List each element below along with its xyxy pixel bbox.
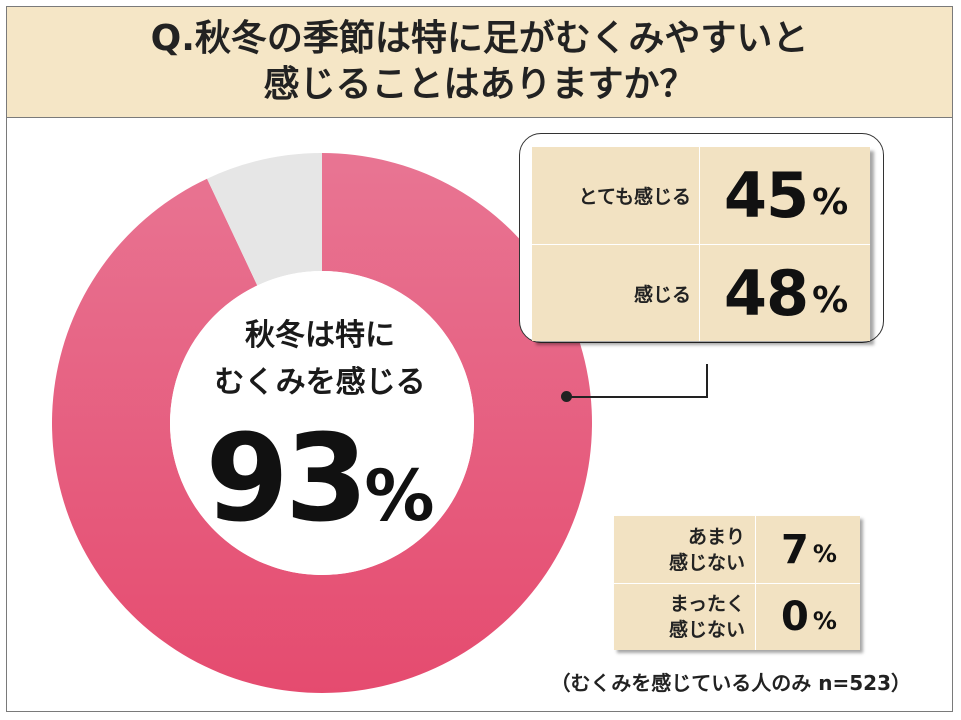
donut-hole	[170, 271, 474, 575]
leader-dot	[561, 391, 572, 402]
question-header: Q.秋冬の季節は特に足がむくみやすいと 感じることはありますか？	[7, 7, 952, 118]
callout-table: とても感じる 45% 感じる 48%	[532, 147, 870, 341]
row-label: とても感じる	[532, 147, 700, 244]
center-total-unit: %	[364, 455, 435, 537]
question-line-2: 感じることはありますか？	[263, 64, 696, 105]
row-value-number: 48	[723, 256, 809, 330]
center-label-line-1: 秋冬は特に	[245, 318, 395, 353]
leader-line-horizontal	[566, 396, 708, 398]
row-label: 感じる	[532, 245, 700, 341]
center-total-value: 93	[205, 410, 368, 549]
row-label-line-2: 感じない	[668, 551, 745, 574]
leader-line-vertical	[706, 364, 708, 398]
row-label: あまり 感じない	[614, 516, 756, 583]
row-label-line-1: あまり	[687, 525, 745, 548]
donut-slice-feel	[51, 153, 593, 693]
row-value: 48%	[702, 245, 870, 341]
row-value-number: 0	[781, 594, 809, 640]
row-value: 45%	[702, 147, 870, 244]
row-value-number: 45	[723, 159, 809, 232]
donut-slice-not-feel	[207, 153, 322, 286]
small-table: あまり 感じない 7% まったく 感じない 0%	[614, 516, 860, 650]
row-value-unit: %	[812, 182, 849, 223]
row-value: 7%	[758, 516, 860, 583]
table-row: とても感じる 45%	[532, 147, 870, 244]
row-label-line-2: 感じない	[668, 619, 745, 641]
row-value: 0%	[758, 584, 860, 650]
table-row: 感じる 48%	[532, 244, 870, 341]
row-value-unit: %	[812, 279, 849, 321]
row-label: まったく 感じない	[614, 584, 756, 650]
question-line-1: Q.秋冬の季節は特に足がむくみやすいと	[150, 18, 809, 59]
center-total: 93%	[175, 420, 465, 540]
row-value-unit: %	[812, 607, 837, 635]
row-value-number: 7	[781, 526, 809, 573]
row-label-line-1: まったく	[669, 593, 745, 615]
center-label-line-2: むくみを感じる	[214, 365, 426, 400]
table-row: まったく 感じない 0%	[614, 583, 860, 650]
row-value-unit: %	[812, 539, 837, 568]
table-row: あまり 感じない 7%	[614, 516, 860, 583]
sample-note: （むくみを感じている人のみ n=523）	[550, 671, 911, 695]
